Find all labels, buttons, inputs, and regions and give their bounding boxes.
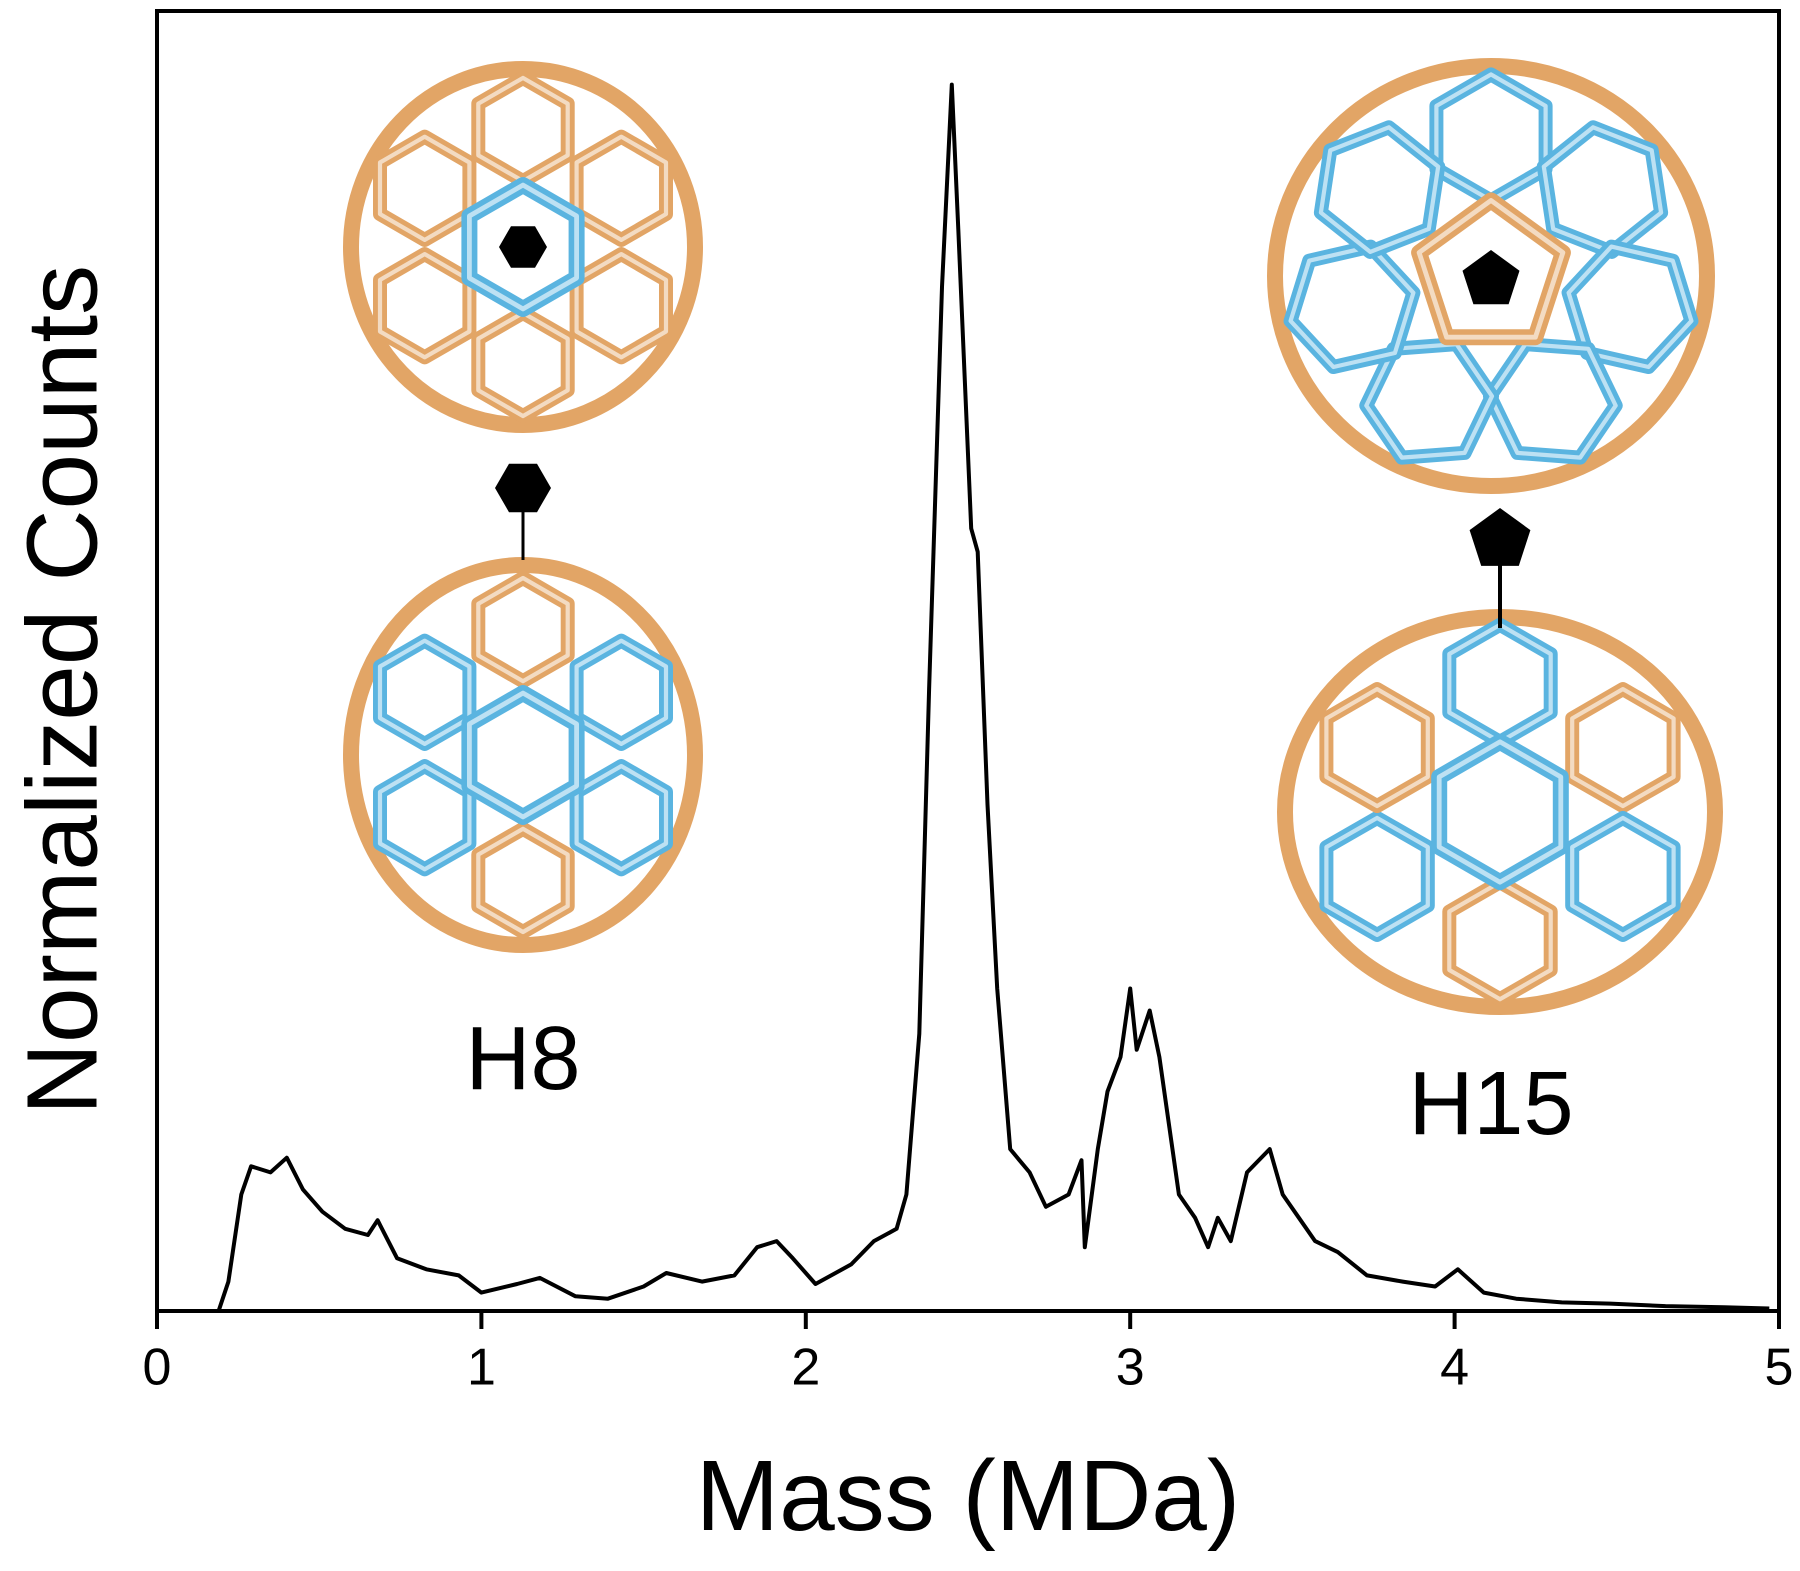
cage-strut (569, 129, 673, 247)
cage-strut (569, 633, 673, 751)
cage-strut (1442, 875, 1558, 1007)
cage-strut (1483, 337, 1623, 465)
x-tick-label: 2 (791, 1339, 820, 1397)
marker (499, 226, 547, 268)
spectrum-line (216, 82, 1770, 1312)
cage-strut (1566, 244, 1694, 370)
cage-strut (1416, 197, 1566, 340)
cage-strut (569, 759, 673, 877)
structure-label: H15 (1408, 1054, 1573, 1154)
cage-strut (1324, 815, 1430, 938)
x-tick-label: 4 (1440, 1339, 1469, 1397)
cage-strut (1318, 125, 1441, 254)
cage-strut (373, 247, 477, 365)
cage-strut (476, 826, 570, 935)
marker (495, 463, 551, 513)
cage-strut (1288, 244, 1416, 370)
x-axis-label: Mass (MDa) (696, 1440, 1240, 1552)
cage-strut (569, 247, 673, 365)
cage-outline (343, 557, 703, 953)
plot-frame (155, 9, 1781, 1313)
cage-strut (1570, 815, 1676, 938)
cage-strut (471, 305, 575, 424)
cage-strut (471, 821, 575, 939)
cage-strut (471, 70, 575, 189)
structure-label: H8 (465, 1009, 580, 1109)
x-tick-label: 1 (467, 1339, 496, 1397)
cage-strut (373, 759, 477, 877)
cage-strut (1319, 682, 1435, 814)
cage-strut (1541, 125, 1664, 254)
marker (1462, 250, 1520, 305)
cage-strut (1324, 686, 1430, 809)
cage-strut (1570, 686, 1676, 809)
y-axis-label: Normalized Counts (6, 265, 118, 1115)
cage-outline (1277, 609, 1723, 1015)
x-tick-label: 0 (143, 1339, 172, 1397)
cage-strut (466, 690, 579, 820)
cage-outline (1267, 58, 1715, 494)
cage-strut (461, 685, 585, 825)
cage-outline (343, 61, 703, 433)
cage-strut (1442, 617, 1558, 749)
cage-strut (373, 129, 477, 247)
cage-strut (373, 633, 477, 751)
cage-strut (1431, 733, 1569, 891)
cage-strut (471, 571, 575, 689)
cage-strut (1436, 739, 1564, 885)
cage-strut (1429, 67, 1553, 208)
cage-strut (1565, 682, 1681, 814)
cage-strut (1565, 810, 1681, 942)
cage-strut (1319, 810, 1435, 942)
cage-strut (476, 575, 570, 684)
marker (1469, 508, 1531, 566)
x-tick-label: 5 (1765, 1339, 1794, 1397)
x-tick-label: 3 (1116, 1339, 1145, 1397)
structures (343, 58, 1723, 1015)
cage-strut (466, 182, 579, 312)
